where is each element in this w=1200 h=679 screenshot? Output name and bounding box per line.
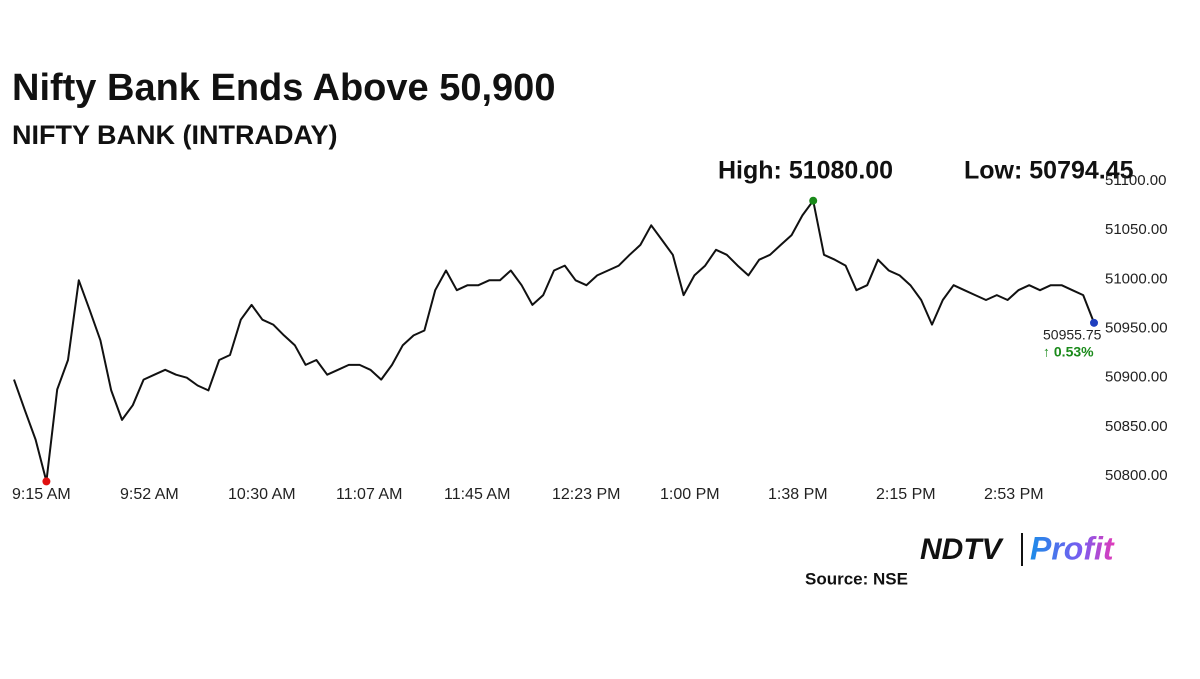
- x-tick-label: 2:53 PM: [984, 486, 1044, 503]
- last-marker: [1090, 318, 1098, 327]
- high-annotation: High: 51080.00: [718, 157, 893, 185]
- x-tick-label: 1:00 PM: [660, 486, 720, 503]
- x-tick-label: 1:38 PM: [768, 486, 828, 503]
- low-annotation: Low: 50794.45: [964, 157, 1134, 185]
- last-value-label: 50955.75: [1043, 327, 1102, 343]
- x-tick-label: 9:15 AM: [12, 486, 71, 503]
- y-tick-label: 51000.00: [1105, 270, 1168, 287]
- high-marker: [809, 196, 818, 205]
- logo-ndtv: NDTV: [920, 533, 1005, 566]
- y-tick-label: 50800.00: [1105, 467, 1168, 484]
- chart-title: Nifty Bank Ends Above 50,900: [12, 67, 555, 109]
- y-tick-label: 51050.00: [1105, 221, 1168, 238]
- y-tick-label: 50950.00: [1105, 319, 1168, 336]
- low-marker: [42, 477, 51, 486]
- logo: NDTV Profit: [920, 530, 1115, 566]
- chart-subtitle: NIFTY BANK (INTRADAY): [12, 120, 338, 150]
- x-tick-label: 2:15 PM: [876, 486, 936, 503]
- y-tick-label: 51100.00: [1105, 172, 1166, 189]
- x-tick-label: 10:30 AM: [228, 486, 296, 503]
- change-label: ↑ 0.53%: [1043, 344, 1094, 360]
- x-tick-label: 12:23 PM: [552, 486, 620, 503]
- x-tick-label: 9:52 AM: [120, 486, 179, 503]
- logo-profit: Profit: [1030, 530, 1115, 566]
- x-tick-label: 11:45 AM: [444, 486, 510, 503]
- y-tick-label: 50900.00: [1105, 369, 1168, 386]
- x-tick-label: 11:07 AM: [336, 486, 402, 503]
- price-line: [13, 199, 1095, 483]
- source: Source: NSE: [805, 569, 908, 588]
- y-tick-label: 50850.00: [1105, 418, 1168, 435]
